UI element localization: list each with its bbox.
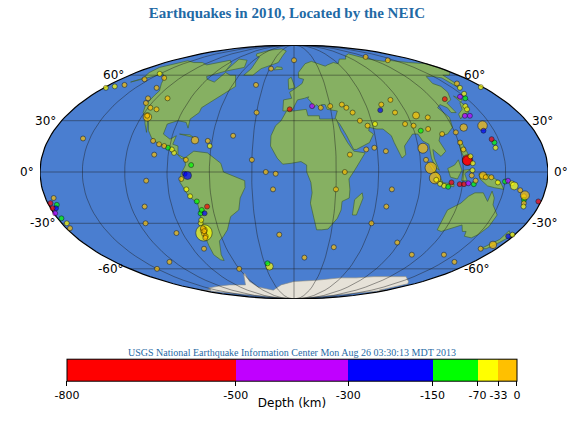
svg-text:Earthquakes in 2010, Located b: Earthquakes in 2010, Located by the NEIC (149, 5, 425, 21)
svg-text:USGS National Earthquake Infor: USGS National Earthquake Information Cen… (128, 347, 456, 358)
svg-text:0: 0 (513, 389, 520, 402)
svg-text:-33: -33 (489, 389, 507, 402)
svg-text:0°: 0° (20, 165, 34, 179)
svg-text:-500: -500 (223, 389, 248, 402)
svg-text:0°: 0° (554, 165, 568, 179)
svg-text:60°: 60° (103, 68, 124, 82)
svg-text:-300: -300 (336, 389, 361, 402)
svg-text:-70: -70 (469, 389, 487, 402)
svg-text:-30°: -30° (30, 216, 56, 230)
svg-text:-30°: -30° (532, 216, 558, 230)
svg-text:-60°: -60° (464, 262, 490, 276)
svg-text:30°: 30° (35, 114, 56, 128)
svg-text:30°: 30° (532, 114, 553, 128)
svg-text:Depth (km): Depth (km) (258, 396, 326, 410)
svg-text:-150: -150 (420, 389, 445, 402)
svg-text:-800: -800 (54, 389, 79, 402)
svg-text:-60°: -60° (98, 262, 124, 276)
svg-text:60°: 60° (464, 68, 485, 82)
